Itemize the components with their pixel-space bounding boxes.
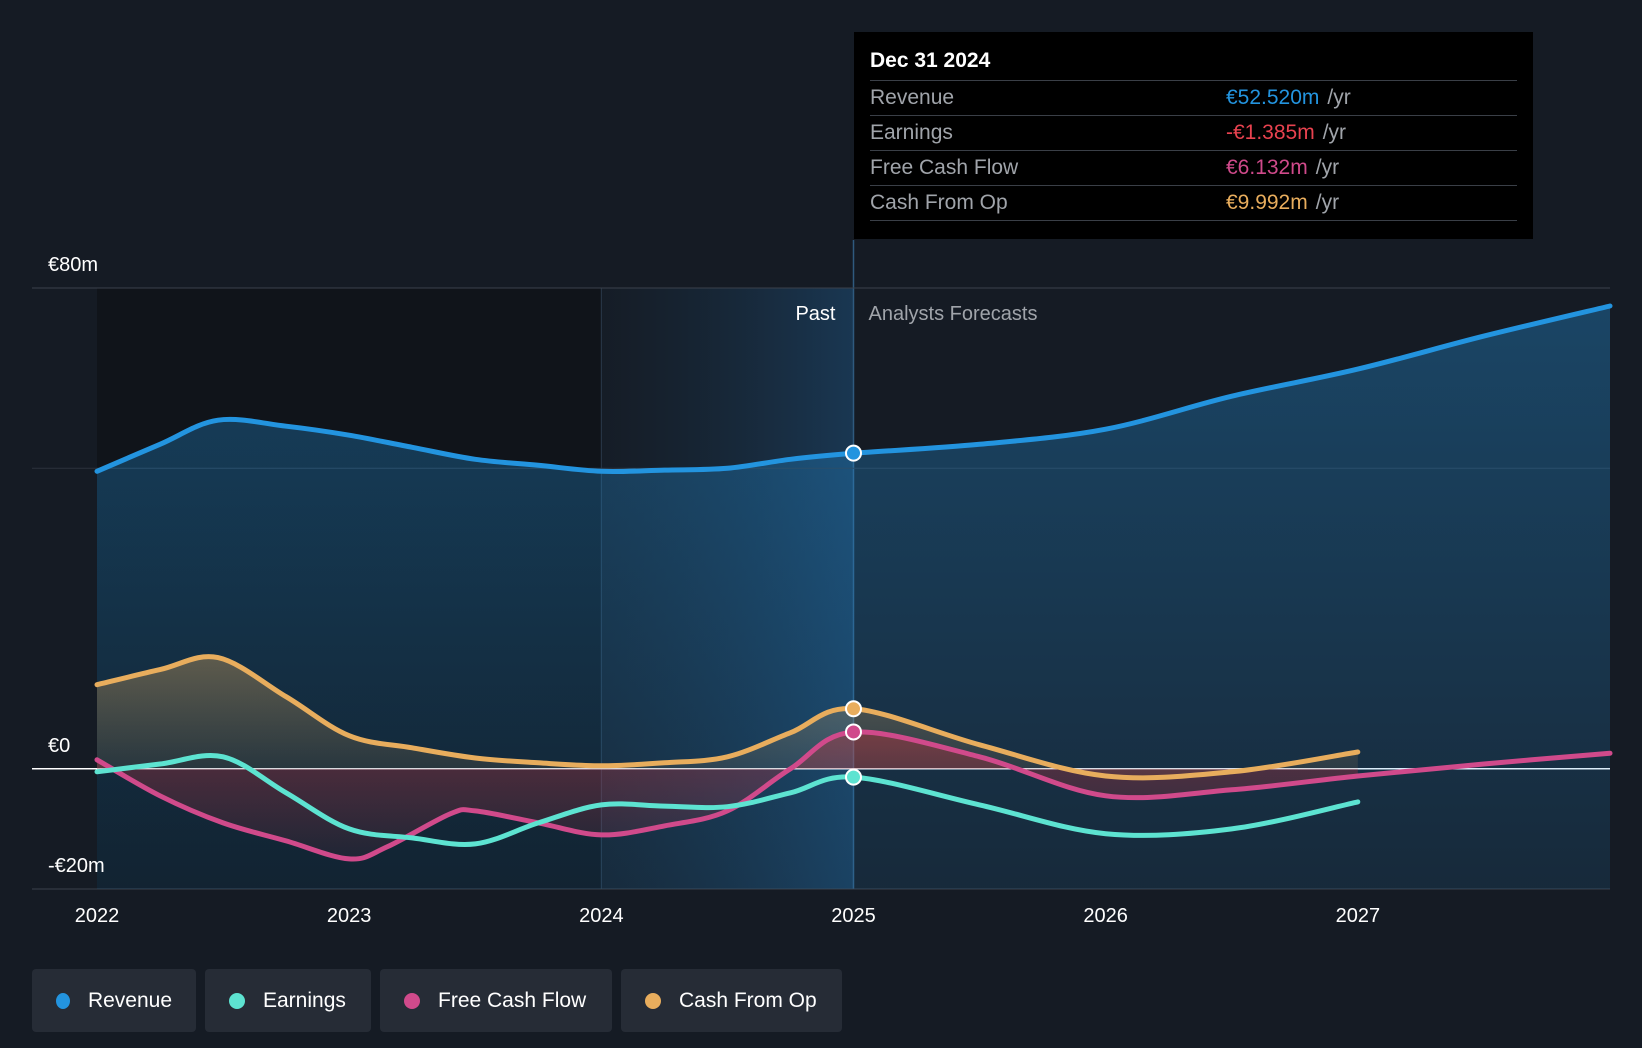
- revenue-point-marker: [845, 444, 862, 462]
- y-tick-label: -€20m: [48, 855, 105, 877]
- tooltip-row-unit: /yr: [1322, 121, 1347, 144]
- past-label: Past: [795, 303, 835, 325]
- cash-from-op-point-marker: [845, 700, 862, 718]
- tooltip-row-value: €6.132m: [1226, 156, 1308, 179]
- legend-label: Free Cash Flow: [438, 988, 587, 1012]
- tooltip-row-unit: /yr: [1327, 86, 1351, 109]
- legend-label: Cash From Op: [679, 988, 817, 1012]
- cash-from-op-area: [97, 656, 1358, 778]
- tooltip-row-label: Cash From Op: [870, 191, 1008, 214]
- earnings-line: [94, 752, 1361, 847]
- tooltip-row-unit: /yr: [1315, 191, 1340, 214]
- legend-dot-icon: [56, 992, 70, 1009]
- tooltip-row: Cash From Op €9.992m/yr: [870, 186, 1517, 221]
- tooltip-row-label: Revenue: [870, 86, 955, 109]
- tooltip-row-label: Earnings: [870, 121, 953, 144]
- x-tick-label: 2023: [327, 905, 372, 927]
- cash-from-op-line: [94, 654, 1361, 781]
- tooltip-row-value: €9.992m: [1226, 191, 1308, 214]
- legend-dot-icon: [229, 992, 245, 1009]
- free-cash-flow-point-marker: [845, 723, 862, 741]
- tooltip-row-unit: /yr: [1315, 156, 1340, 179]
- tooltip-row: Earnings -€1.385m/yr: [870, 116, 1517, 151]
- legend-dot-icon: [645, 992, 661, 1009]
- legend-item-revenue[interactable]: Revenue: [32, 969, 196, 1032]
- tooltip-panel: Dec 31 2024 Revenue €52.520m/yr Earnings -€…: [854, 32, 1533, 239]
- legend-dot-icon: [404, 992, 420, 1009]
- tooltip-row: Revenue €52.520m/yr: [870, 81, 1517, 116]
- x-tick-label: 2025: [831, 905, 876, 927]
- tooltip-row-label: Free Cash Flow: [870, 156, 1019, 179]
- free-cash-flow-negative-area: [97, 731, 1358, 860]
- free-cash-flow-line: [94, 729, 1613, 862]
- legend: Revenue Earnings Free Cash Flow Cash From O…: [32, 969, 842, 1032]
- legend-label: Earnings: [263, 988, 346, 1012]
- x-tick-label: 2027: [1336, 905, 1381, 927]
- earnings-point-marker: [845, 768, 862, 786]
- tooltip-row: Free Cash Flow €6.132m/yr: [870, 151, 1517, 186]
- tooltip-date: Dec 31 2024: [870, 46, 1517, 81]
- x-tick-label: 2026: [1083, 905, 1128, 927]
- legend-item-free-cash-flow[interactable]: Free Cash Flow: [380, 969, 612, 1032]
- revenue-area: [97, 306, 1610, 889]
- legend-item-cash-from-op[interactable]: Cash From Op: [621, 969, 842, 1032]
- tooltip-row-value: -€1.385m: [1226, 121, 1315, 144]
- legend-label: Revenue: [87, 988, 172, 1012]
- x-tick-label: 2022: [75, 905, 120, 927]
- legend-item-earnings[interactable]: Earnings: [205, 969, 371, 1032]
- y-tick-label: €0: [48, 735, 70, 757]
- revenue-line: [94, 303, 1613, 475]
- x-tick-label: 2024: [579, 905, 624, 927]
- forecast-label: Analysts Forecasts: [869, 303, 1038, 325]
- y-tick-label: €80m: [48, 254, 98, 276]
- tooltip-row-value: €52.520m: [1226, 86, 1320, 109]
